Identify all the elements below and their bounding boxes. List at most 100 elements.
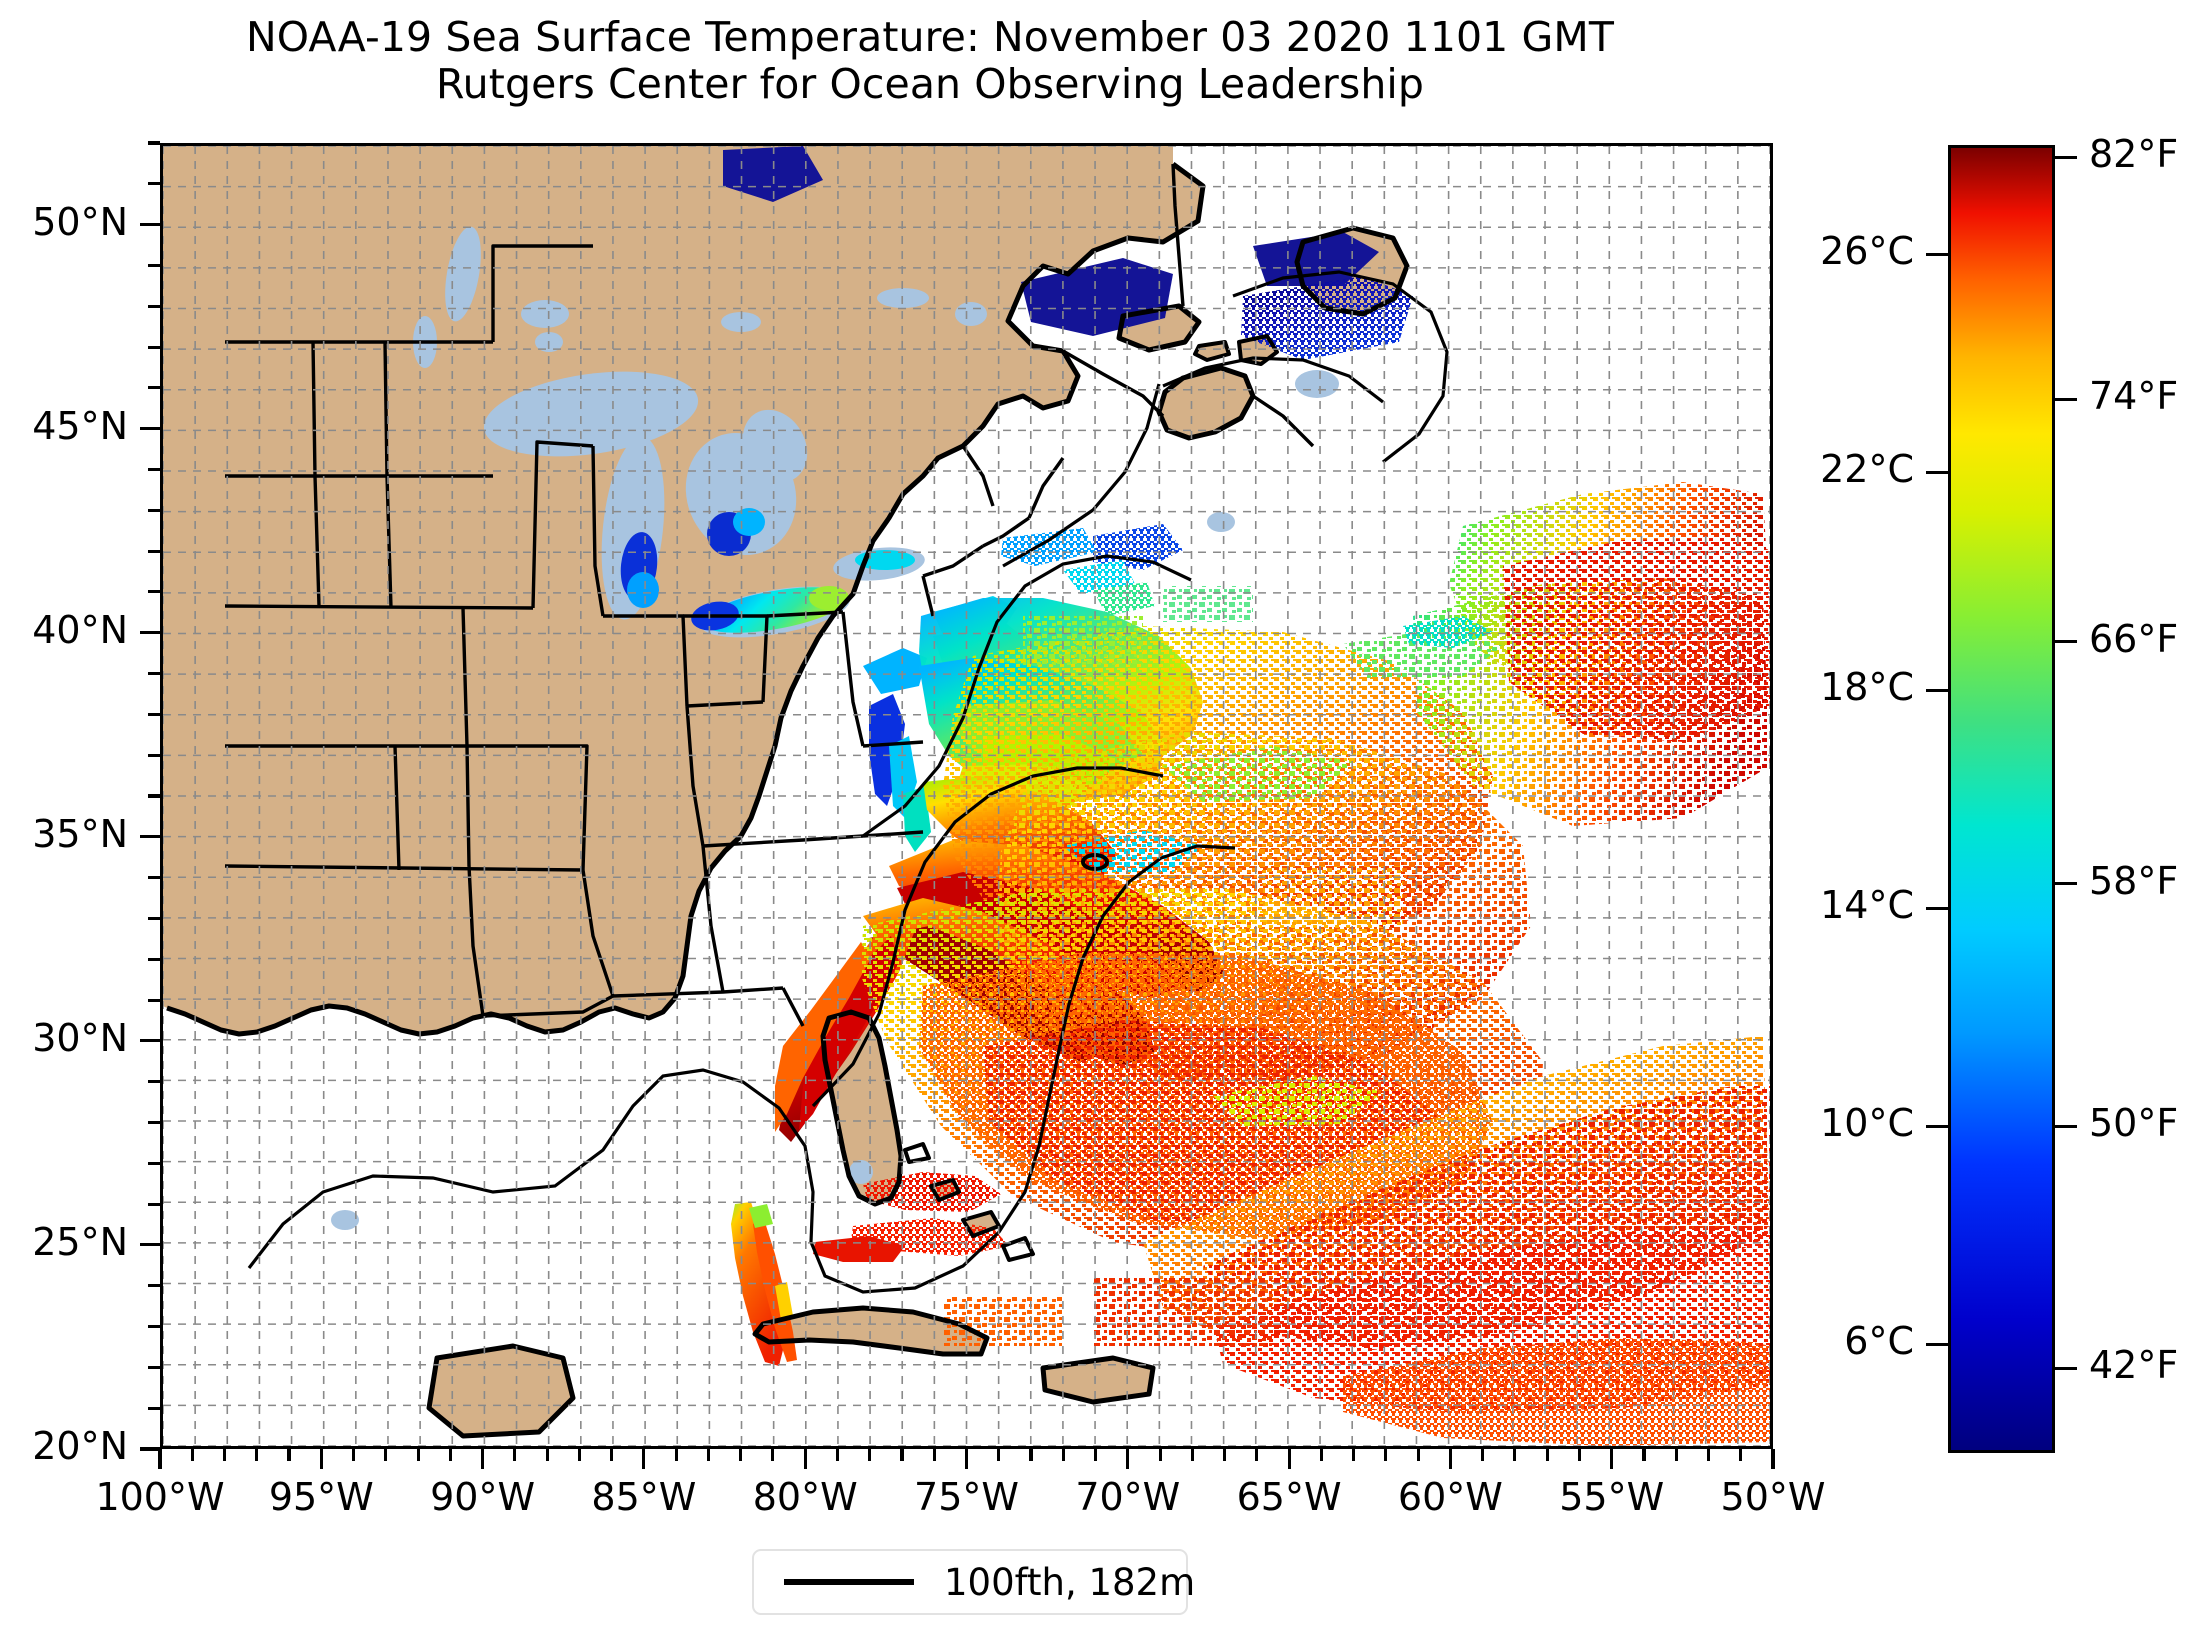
colorbar-label-celsius: 26°C [1820, 229, 1914, 273]
y-axis-tick [148, 590, 160, 594]
x-axis-tick [1448, 1449, 1452, 1469]
x-axis-label: 85°W [591, 1475, 697, 1519]
y-axis-tick [140, 631, 160, 635]
x-axis-tick [1061, 1449, 1065, 1461]
x-axis-tick [255, 1449, 259, 1461]
x-axis-tick [1706, 1449, 1711, 1461]
x-axis-tick [1319, 1449, 1323, 1461]
x-axis-tick [1545, 1449, 1549, 1461]
x-axis-tick [287, 1449, 291, 1461]
sst-colorbar [1948, 145, 2055, 1453]
colorbar-tick-fahrenheit [2055, 1124, 2077, 1128]
colorbar-label-celsius: 14°C [1820, 883, 1914, 927]
colorbar-tick-fahrenheit [2055, 882, 2077, 886]
x-axis-tick [900, 1449, 904, 1461]
x-axis-tick [1674, 1449, 1678, 1461]
x-axis-tick [1642, 1449, 1646, 1461]
colorbar-tick-celsius [1926, 252, 1948, 256]
y-axis-tick [148, 386, 160, 390]
y-axis-tick [148, 1120, 160, 1125]
x-axis-tick [1739, 1449, 1743, 1461]
y-axis-tick [148, 508, 160, 512]
colorbar-gradient [1951, 148, 2052, 1450]
y-axis-label: 50°N [32, 199, 128, 244]
x-axis-tick [1158, 1449, 1162, 1461]
x-axis-tick [1093, 1449, 1098, 1461]
y-axis-tick [148, 753, 160, 757]
sst-map-canvas [163, 146, 1770, 1446]
x-axis-tick [997, 1449, 1001, 1461]
y-axis-label: 20°N [32, 1424, 128, 1468]
x-axis-tick [1384, 1449, 1388, 1461]
y-axis-tick [148, 549, 160, 553]
x-axis-tick [577, 1449, 581, 1461]
y-axis-label: 30°N [32, 1015, 128, 1060]
x-axis-tick [835, 1449, 840, 1461]
y-axis-tick [140, 223, 160, 227]
colorbar-label-celsius: 6°C [1844, 1319, 1914, 1363]
colorbar-label-fahrenheit: 58°F [2089, 858, 2179, 903]
colorbar-label-celsius: 18°C [1820, 665, 1914, 709]
y-axis-tick [140, 427, 160, 431]
y-axis-tick [140, 835, 160, 839]
y-axis-tick [148, 794, 160, 798]
x-axis-tick [1577, 1449, 1581, 1461]
y-axis-tick [148, 712, 160, 716]
x-axis-tick [1126, 1449, 1130, 1469]
x-axis-label: 100°W [95, 1475, 225, 1519]
isobath-legend-label: 100fth, 182m [944, 1560, 1196, 1604]
colorbar-tick-fahrenheit [2055, 397, 2077, 401]
x-axis-tick [1771, 1449, 1775, 1469]
x-axis-label: 75°W [914, 1475, 1019, 1519]
x-axis-tick [868, 1449, 872, 1461]
x-axis-tick [1255, 1449, 1259, 1461]
x-axis-tick [642, 1449, 646, 1469]
colorbar-tick-celsius [1926, 1342, 1948, 1346]
x-axis-tick [481, 1449, 485, 1469]
colorbar-tick-celsius [1926, 906, 1948, 910]
map-plot-area [160, 143, 1773, 1449]
y-axis-tick [148, 1365, 160, 1369]
y-axis-label: 25°N [32, 1219, 128, 1264]
map-legend: 100fth, 182m [752, 1549, 1195, 1615]
x-axis-tick [158, 1449, 162, 1469]
x-axis-tick [545, 1449, 549, 1461]
x-axis-tick [513, 1449, 517, 1461]
x-axis-tick [222, 1449, 227, 1461]
x-axis-tick [1513, 1449, 1517, 1461]
x-axis-tick [1610, 1449, 1614, 1469]
x-axis-tick [674, 1449, 678, 1461]
y-axis-tick [140, 1243, 160, 1247]
x-axis-tick [739, 1449, 743, 1461]
y-axis-tick [148, 672, 160, 676]
x-axis-label: 90°W [430, 1475, 536, 1519]
x-axis-label: 65°W [1236, 1475, 1342, 1519]
y-axis-tick [148, 1161, 160, 1165]
y-axis-tick [148, 998, 160, 1002]
x-axis-tick [1416, 1449, 1420, 1461]
y-axis-label: 40°N [32, 607, 128, 652]
y-axis-tick [148, 263, 160, 267]
y-axis-tick [140, 1447, 160, 1451]
colorbar-label-fahrenheit: 50°F [2089, 1101, 2179, 1145]
colorbar-tick-celsius [1926, 470, 1948, 474]
x-axis-tick [1029, 1449, 1033, 1461]
y-axis-tick [148, 876, 160, 880]
colorbar-label-fahrenheit: 42°F [2089, 1343, 2179, 1388]
y-axis-tick [148, 467, 160, 472]
x-axis-label: 80°W [752, 1475, 858, 1519]
x-axis-label: 50°W [1720, 1475, 1826, 1519]
colorbar-label-fahrenheit: 66°F [2089, 616, 2179, 661]
x-axis-tick [319, 1449, 323, 1469]
map-gridlines [163, 146, 1770, 1446]
x-axis-tick [1352, 1449, 1356, 1461]
x-axis-tick [706, 1449, 710, 1461]
x-axis-tick [448, 1449, 452, 1461]
x-axis-tick [352, 1449, 356, 1461]
x-axis-label: 95°W [268, 1475, 374, 1519]
y-axis-tick [148, 1284, 160, 1288]
x-axis-tick [803, 1449, 807, 1469]
y-axis-tick [148, 1406, 160, 1410]
x-axis-label: 70°W [1075, 1475, 1181, 1519]
y-axis-tick [148, 304, 160, 308]
